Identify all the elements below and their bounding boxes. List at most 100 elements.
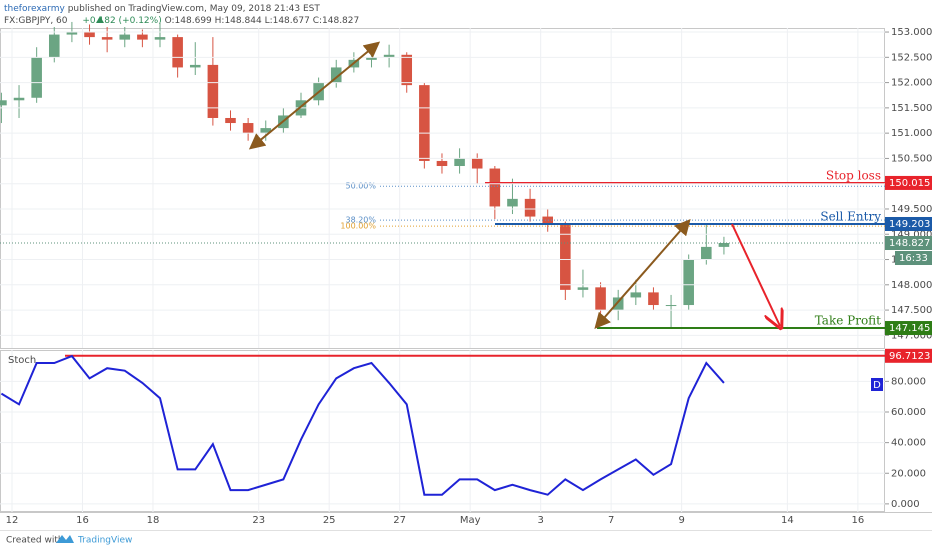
published: published on TradingView.com, May 09, 20… bbox=[68, 4, 321, 14]
price-tag bbox=[885, 348, 932, 363]
x-tick-label: 27 bbox=[393, 515, 406, 526]
y-tick-label: 148.000 bbox=[891, 280, 932, 291]
candle-body bbox=[436, 160, 448, 167]
y-tick-label: 150.500 bbox=[891, 153, 932, 164]
candle-body bbox=[84, 32, 95, 38]
candle-body bbox=[683, 259, 694, 306]
candle-body bbox=[577, 287, 589, 290]
x-tick-label: 18 bbox=[147, 515, 160, 526]
close: C:148.827 bbox=[313, 16, 360, 26]
target-arrow bbox=[731, 223, 780, 326]
candle-body bbox=[66, 32, 78, 35]
level-name: Take Profit bbox=[815, 314, 881, 328]
y-tick-label: 152.000 bbox=[891, 78, 932, 89]
candle-body bbox=[242, 123, 254, 134]
price-tag bbox=[885, 216, 932, 231]
price-pane bbox=[0, 28, 885, 349]
price-tag bbox=[885, 236, 932, 251]
candle-body bbox=[207, 64, 219, 118]
candle-body bbox=[665, 305, 677, 307]
candle-body bbox=[560, 224, 571, 290]
trend-arrow bbox=[594, 218, 691, 330]
y-tick-label: 40.000 bbox=[891, 438, 926, 449]
fib-label: 50.00% bbox=[345, 182, 376, 191]
candle-body bbox=[189, 64, 201, 68]
marker-box bbox=[871, 378, 883, 391]
y-tick-label: 60.000 bbox=[891, 407, 926, 418]
y-tick-label: 149.500 bbox=[891, 204, 932, 215]
price-tag-label: 148.827 bbox=[889, 238, 930, 249]
candle-body bbox=[172, 37, 183, 68]
candle-body bbox=[595, 287, 606, 311]
stoch-line bbox=[0, 354, 725, 496]
candle-body bbox=[137, 34, 148, 40]
footer-brand: TradingView bbox=[77, 536, 132, 546]
candle-body bbox=[419, 85, 430, 161]
price-tag bbox=[885, 175, 932, 190]
candle-body bbox=[119, 34, 131, 40]
x-tick-label: 16 bbox=[76, 515, 89, 526]
candle-body bbox=[401, 54, 413, 86]
level-name: Sell Entry bbox=[820, 209, 881, 223]
x-tick-label: 16 bbox=[851, 515, 864, 526]
x-tick-label: May bbox=[460, 515, 481, 526]
candle-body bbox=[48, 34, 60, 58]
high: H:148.844 bbox=[215, 16, 262, 26]
y-tick-label: 149.000 bbox=[891, 229, 932, 240]
author: theforexarmy bbox=[4, 4, 65, 14]
marker-label: D bbox=[873, 380, 881, 391]
x-tick-label: 23 bbox=[252, 515, 265, 526]
countdown: 16:33 bbox=[899, 253, 928, 264]
symbol: FX:GBPJPY, 60 bbox=[4, 16, 68, 26]
price-tag-label: 150.015 bbox=[889, 178, 930, 189]
candle-body bbox=[225, 117, 236, 124]
price-tag-label: 147.145 bbox=[889, 323, 930, 334]
candle-body bbox=[648, 292, 659, 306]
y-tick-label: 151.500 bbox=[891, 103, 932, 114]
candle-body bbox=[454, 158, 465, 167]
candle-body bbox=[489, 168, 501, 207]
candle-body bbox=[612, 297, 624, 311]
candle-body bbox=[701, 246, 712, 260]
low: L:148.677 bbox=[265, 16, 310, 26]
brand-logo bbox=[56, 535, 74, 543]
candle-body bbox=[507, 198, 518, 207]
fib-label: 100.00% bbox=[340, 222, 376, 231]
change: +0.182 (+0.12%) bbox=[82, 16, 161, 26]
x-tick-label: 25 bbox=[323, 515, 336, 526]
x-tick-label: 3 bbox=[537, 515, 543, 526]
y-tick-label: 152.500 bbox=[891, 52, 932, 63]
symbol-line: FX:GBPJPY, 60 +0.182 (+0.12%) O:148.699 … bbox=[4, 16, 359, 26]
x-tick-label: 7 bbox=[608, 515, 614, 526]
trend-arrow bbox=[248, 41, 381, 150]
candle-body bbox=[101, 37, 113, 40]
footer-created: Created with bbox=[6, 536, 64, 546]
candle-body bbox=[630, 292, 642, 298]
candle-body bbox=[383, 54, 395, 58]
candle-body bbox=[524, 198, 536, 217]
price-tag bbox=[885, 321, 932, 336]
price-tag-label: 149.203 bbox=[889, 219, 930, 230]
price-tag-label: 96.7123 bbox=[889, 351, 930, 362]
y-tick-label: 147.500 bbox=[891, 305, 932, 316]
y-tick-label: 80.000 bbox=[891, 376, 926, 387]
y-tick-label: 153.000 bbox=[891, 27, 932, 38]
y-tick-label: 151.000 bbox=[891, 128, 932, 139]
candle-body bbox=[471, 158, 483, 169]
countdown-tag bbox=[895, 251, 932, 266]
fib-label: 38.20% bbox=[345, 216, 376, 225]
y-tick-label: 20.000 bbox=[891, 468, 926, 479]
candle-body bbox=[542, 216, 553, 225]
x-tick-label: 9 bbox=[678, 515, 684, 526]
x-tick-label: 14 bbox=[781, 515, 794, 526]
level-name: Stop loss bbox=[826, 168, 881, 182]
y-tick-label: 0.000 bbox=[891, 499, 920, 510]
candle-body bbox=[718, 243, 730, 247]
open: O:148.699 bbox=[165, 16, 212, 26]
pane-title: Stoch bbox=[8, 355, 36, 366]
candle-body bbox=[31, 57, 42, 98]
y-tick-label: 147.000 bbox=[891, 330, 932, 341]
stoch-pane bbox=[0, 350, 885, 512]
